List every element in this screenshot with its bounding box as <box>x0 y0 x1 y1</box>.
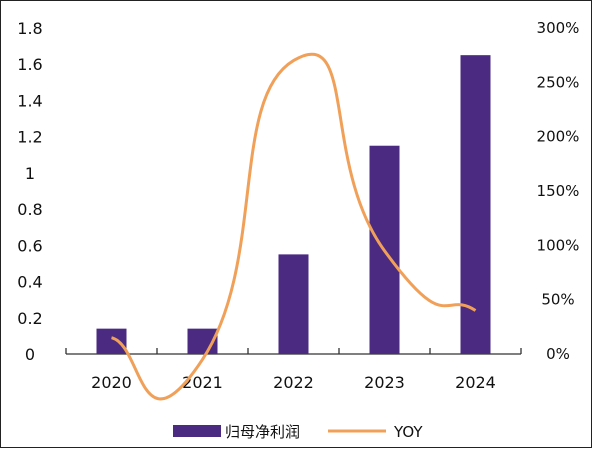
yoy-line <box>110 52 477 401</box>
bar-2022 <box>278 254 309 354</box>
x-tick-label: 2023 <box>364 373 405 392</box>
right-tick-label: 150% <box>537 182 580 200</box>
x-tick-label: 2022 <box>273 373 314 392</box>
left-axis: 0 0.2 0.4 0.6 0.8 1 1.2 1.4 1.6 1.8 <box>17 19 42 364</box>
left-tick-label: 1.2 <box>17 128 42 147</box>
left-tick-label: 0.4 <box>17 273 42 292</box>
legend-swatch-bar <box>173 425 221 437</box>
right-axis: 0% 50% 100% 150% 200% 250% 300% <box>537 19 580 363</box>
legend-label-line: YOY <box>393 423 423 441</box>
right-tick-label: 100% <box>537 236 580 254</box>
line-series <box>110 52 477 401</box>
legend-label-bar: 归母净利润 <box>225 423 300 441</box>
x-axis: 2020 2021 2022 2023 2024 <box>65 348 522 392</box>
left-tick-label: 1 <box>25 164 35 183</box>
legend: 归母净利润 YOY <box>173 423 423 441</box>
x-tick-label: 2021 <box>182 373 223 392</box>
left-tick-label: 0.6 <box>17 236 42 255</box>
left-tick-label: 1.6 <box>17 55 42 74</box>
left-tick-label: 0.2 <box>17 309 42 328</box>
left-tick-label: 1.8 <box>17 19 42 38</box>
left-tick-label: 0.8 <box>17 200 42 219</box>
right-tick-label: 0% <box>546 345 570 363</box>
left-tick-label: 0 <box>25 345 35 364</box>
bar-2020 <box>96 328 127 354</box>
right-tick-label: 200% <box>537 128 580 146</box>
right-tick-label: 50% <box>541 291 574 309</box>
right-tick-label: 250% <box>537 73 580 91</box>
x-tick-label: 2020 <box>91 373 132 392</box>
bar-series <box>96 55 491 355</box>
right-tick-label: 300% <box>537 19 580 37</box>
left-tick-label: 1.4 <box>17 91 42 110</box>
x-tick-label: 2024 <box>455 373 496 392</box>
